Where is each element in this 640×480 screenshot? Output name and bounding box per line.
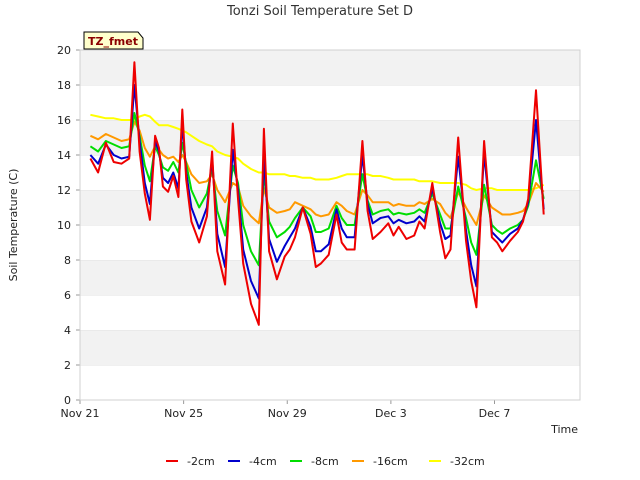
series-line-minus-8cm [89, 112, 545, 267]
grid-band [80, 190, 580, 225]
legend-item: -8cm [290, 455, 339, 468]
legend-label: -2cm [187, 455, 215, 468]
y-tick-label: 16 [57, 114, 71, 127]
series-lines [89, 61, 545, 326]
x-tick-label: Nov 25 [164, 407, 203, 420]
y-tick-label: 14 [57, 149, 71, 162]
series-line-minus-2cm [89, 61, 545, 326]
grid-band [80, 330, 580, 365]
y-tick-label: 4 [64, 324, 71, 337]
grid-band [80, 155, 580, 190]
legend-item: -4cm [228, 455, 277, 468]
y-axis-title: Soil Temperature (C) [7, 169, 20, 282]
y-tick-label: 2 [64, 359, 71, 372]
chart-title: Tonzi Soil Temperature Set D [226, 4, 413, 19]
y-tick-label: 18 [57, 79, 71, 92]
y-axis: 0 2 4 6 8 10 12 14 16 18 20 [57, 44, 80, 407]
y-tick-label: 0 [64, 394, 71, 407]
site-badge-label: TZ_fmet [88, 35, 138, 48]
grid-band [80, 365, 580, 400]
x-axis: Nov 21 Nov 25 Nov 29 Dec 3 Dec 7 [61, 400, 511, 420]
legend-item: -32cm [429, 455, 485, 468]
x-tick-label: Nov 29 [268, 407, 307, 420]
grid-band [80, 85, 580, 120]
site-badge-box [83, 31, 144, 50]
y-tick-label: 12 [57, 184, 71, 197]
x-tick-label: Dec 3 [375, 407, 407, 420]
grid-band [80, 50, 580, 85]
grid-band [80, 295, 580, 330]
legend-label: -4cm [249, 455, 277, 468]
x-axis-title: Time [550, 423, 578, 436]
legend-item: -2cm [166, 455, 215, 468]
legend-label: -32cm [450, 455, 485, 468]
y-tick-label: 8 [64, 254, 71, 267]
x-tick-label: Dec 7 [479, 407, 511, 420]
y-tick-label: 6 [64, 289, 71, 302]
y-tick-label: 20 [57, 44, 71, 57]
series-line-minus-32cm [90, 113, 545, 191]
legend-label: -16cm [373, 455, 408, 468]
series-line-minus-16cm [89, 120, 545, 226]
legend-label: -8cm [311, 455, 339, 468]
legend: -2cm -4cm -8cm -16cm -32cm [166, 455, 485, 468]
site-badge: TZ_fmet [83, 31, 144, 50]
legend-item: -16cm [352, 455, 408, 468]
grid-band [80, 260, 580, 295]
plot-frame [79, 49, 581, 401]
y-tick-label: 10 [57, 219, 71, 232]
x-tick-label: Nov 21 [61, 407, 100, 420]
